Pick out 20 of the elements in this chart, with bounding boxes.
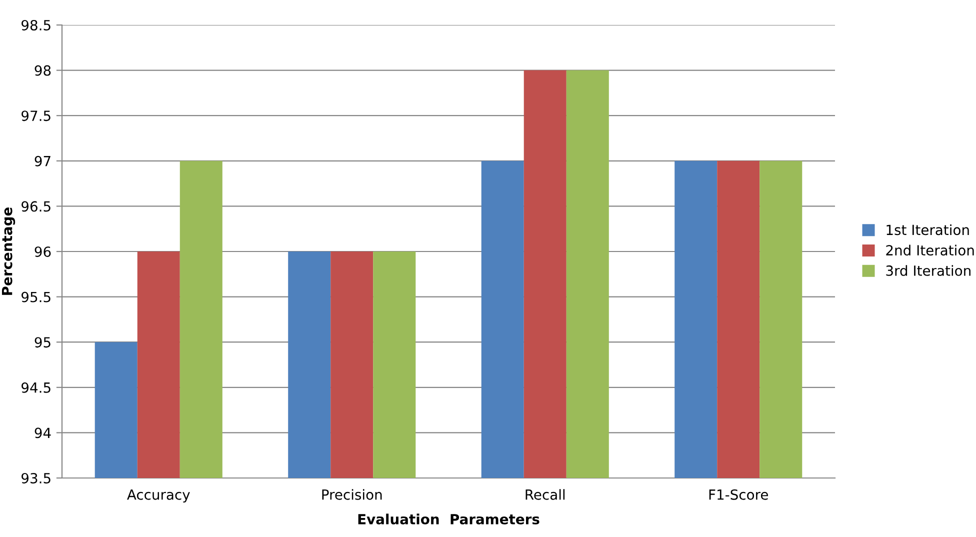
y-tick-label: 97.5 [22,110,50,122]
y-tick-label: 95.5 [22,292,50,302]
y-tick-label: 96.5 [22,201,50,212]
x-tick-label: Recall [526,489,565,500]
legend-label: 2nd Iteration [886,244,974,256]
y-tick-label: 94 [34,428,51,438]
legend-label: 3rd Iteration [886,265,970,276]
x-axis-title: Evaluation Parameters [358,514,540,524]
y-tick-label: 98 [34,65,51,76]
y-tick-label: 98.5 [22,20,50,30]
y-tick-label: 95 [34,337,50,348]
y-tick-label: 93.5 [22,472,50,484]
y-tick-label: 94.5 [22,382,50,393]
y-tick-label: 96 [34,246,51,257]
y-axis-title: Percentage [2,207,16,295]
x-tick-label: Precision [322,489,382,500]
x-tick-label: F1-Score [709,489,768,500]
x-tick-label: Accuracy [127,490,190,503]
legend-label: 1st Iteration [886,224,969,236]
y-tick-label: 97 [34,156,50,166]
